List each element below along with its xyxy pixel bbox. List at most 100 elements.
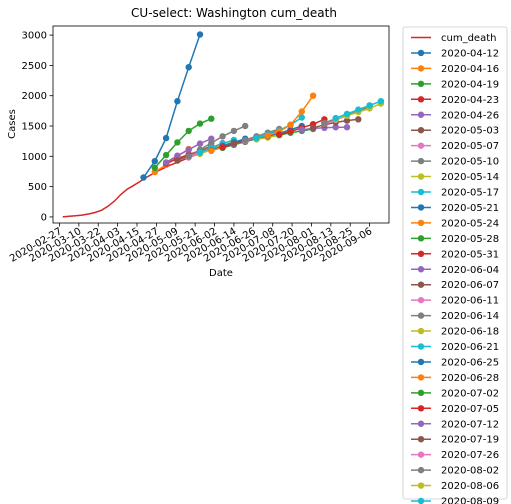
legend-entry: 2020-04-23: [411, 95, 499, 106]
legend-label: 2020-05-24: [441, 218, 499, 229]
legend-entry: 2020-06-04: [411, 265, 499, 276]
y-tick-label: 2500: [22, 61, 47, 72]
data-point: [162, 151, 170, 159]
series-forecast-2020-08-09: [332, 98, 385, 122]
legend-entry: 2020-05-03: [411, 126, 499, 137]
legend-swatch-marker: [417, 173, 425, 180]
legend-swatch-marker: [417, 497, 425, 504]
legend-label: 2020-06-07: [441, 280, 499, 291]
series-line: [199, 139, 235, 154]
data-point: [174, 98, 181, 105]
data-point: [185, 153, 192, 160]
legend-label: 2020-05-10: [441, 157, 499, 168]
data-point: [196, 120, 204, 127]
legend-swatch-marker: [417, 142, 425, 149]
data-point: [355, 106, 362, 113]
legend-label: 2020-06-21: [441, 342, 499, 353]
data-point: [185, 127, 192, 135]
legend-label: 2020-05-07: [441, 141, 499, 152]
data-point: [287, 128, 294, 135]
legend-swatch-marker: [417, 420, 425, 427]
data-point: [230, 140, 238, 147]
data-point: [208, 115, 215, 122]
legend-entry: 2020-05-07: [411, 141, 499, 152]
legend-swatch-marker: [417, 327, 425, 335]
legend-label: 2020-06-25: [441, 357, 499, 368]
legend-swatch-marker: [417, 374, 425, 381]
legend-entry: 2020-05-10: [411, 157, 499, 168]
data-point: [162, 134, 170, 142]
data-point: [309, 92, 317, 99]
legend-label: 2020-05-17: [441, 188, 499, 199]
legend: cum_death 2020-04-12 2020-04-16 2020-04-19 2…: [402, 26, 508, 504]
legend-entry: 2020-04-19: [411, 79, 499, 90]
y-axis: 0 500 1000 1500 2000 2500 3000: [22, 31, 53, 223]
data-point: [174, 157, 181, 164]
data-point: [196, 140, 204, 147]
data-point: [242, 136, 249, 144]
legend-entry: 2020-05-28: [411, 234, 499, 245]
legend-label: 2020-06-28: [441, 373, 499, 384]
legend-label: 2020-06-14: [441, 311, 499, 322]
legend-label: 2020-05-14: [441, 172, 499, 183]
legend-entry: 2020-08-06: [411, 481, 499, 492]
legend-swatch-marker: [417, 405, 425, 412]
legend-swatch-marker: [417, 389, 425, 397]
legend-swatch-marker: [417, 312, 425, 319]
legend-entry: 2020-07-05: [411, 404, 499, 415]
legend-entry: 2020-05-24: [411, 218, 499, 229]
series-line: [211, 137, 246, 152]
data-point: [287, 121, 294, 128]
plot-area: [52, 25, 390, 224]
legend-swatch-marker: [417, 358, 425, 366]
legend-entry: cum_death: [411, 33, 496, 44]
data-point: [298, 114, 305, 121]
legend-entry: 2020-08-09: [411, 497, 499, 504]
legend-label: 2020-05-21: [441, 203, 499, 214]
legend-label: cum_death: [441, 33, 496, 44]
data-point: [377, 98, 385, 105]
legend-entry: 2020-06-11: [411, 296, 499, 307]
legend-entry: 2020-04-16: [411, 64, 499, 75]
legend-label: 2020-08-09: [441, 497, 499, 504]
series-layer: [62, 31, 385, 218]
y-tick-label: 1500: [22, 122, 47, 133]
legend-swatch-marker: [417, 49, 425, 57]
legend-entry: 2020-04-26: [411, 110, 499, 121]
legend-label: 2020-07-26: [441, 450, 499, 461]
legend-entry: 2020-05-21: [411, 203, 499, 214]
data-point: [309, 124, 317, 131]
legend-label: 2020-07-12: [441, 419, 499, 430]
legend-label: 2020-06-04: [441, 265, 499, 276]
legend-swatch-marker: [417, 482, 425, 489]
legend-label: 2020-07-05: [441, 404, 499, 415]
legend-swatch-marker: [417, 204, 425, 211]
data-point: [298, 108, 305, 115]
data-point: [151, 164, 158, 171]
legend-swatch-marker: [417, 111, 425, 118]
legend-entry: 2020-06-07: [411, 280, 499, 291]
legend-entry: 2020-06-28: [411, 373, 499, 384]
series-line: [279, 128, 314, 136]
x-axis-label: Date: [209, 268, 233, 279]
legend-swatch-marker: [417, 80, 425, 88]
legend-label: 2020-05-28: [441, 234, 499, 245]
data-point: [332, 114, 339, 122]
data-point: [219, 144, 226, 151]
legend-swatch-marker: [417, 466, 425, 474]
data-point: [343, 124, 351, 131]
data-point: [230, 127, 238, 135]
legend-label: 2020-04-12: [441, 48, 499, 59]
data-point: [276, 131, 283, 138]
data-point: [208, 147, 215, 155]
legend-swatch-marker: [417, 219, 425, 227]
plot-frame: [52, 25, 390, 224]
y-tick-label: 0: [41, 212, 47, 223]
legend-entry: 2020-06-18: [411, 327, 499, 338]
data-point: [196, 31, 204, 38]
legend-items: cum_death 2020-04-12 2020-04-16 2020-04-19 2…: [411, 33, 499, 504]
legend-label: 2020-06-11: [441, 296, 499, 307]
legend-swatch-marker: [417, 281, 425, 288]
legend-swatch-marker: [417, 266, 425, 273]
